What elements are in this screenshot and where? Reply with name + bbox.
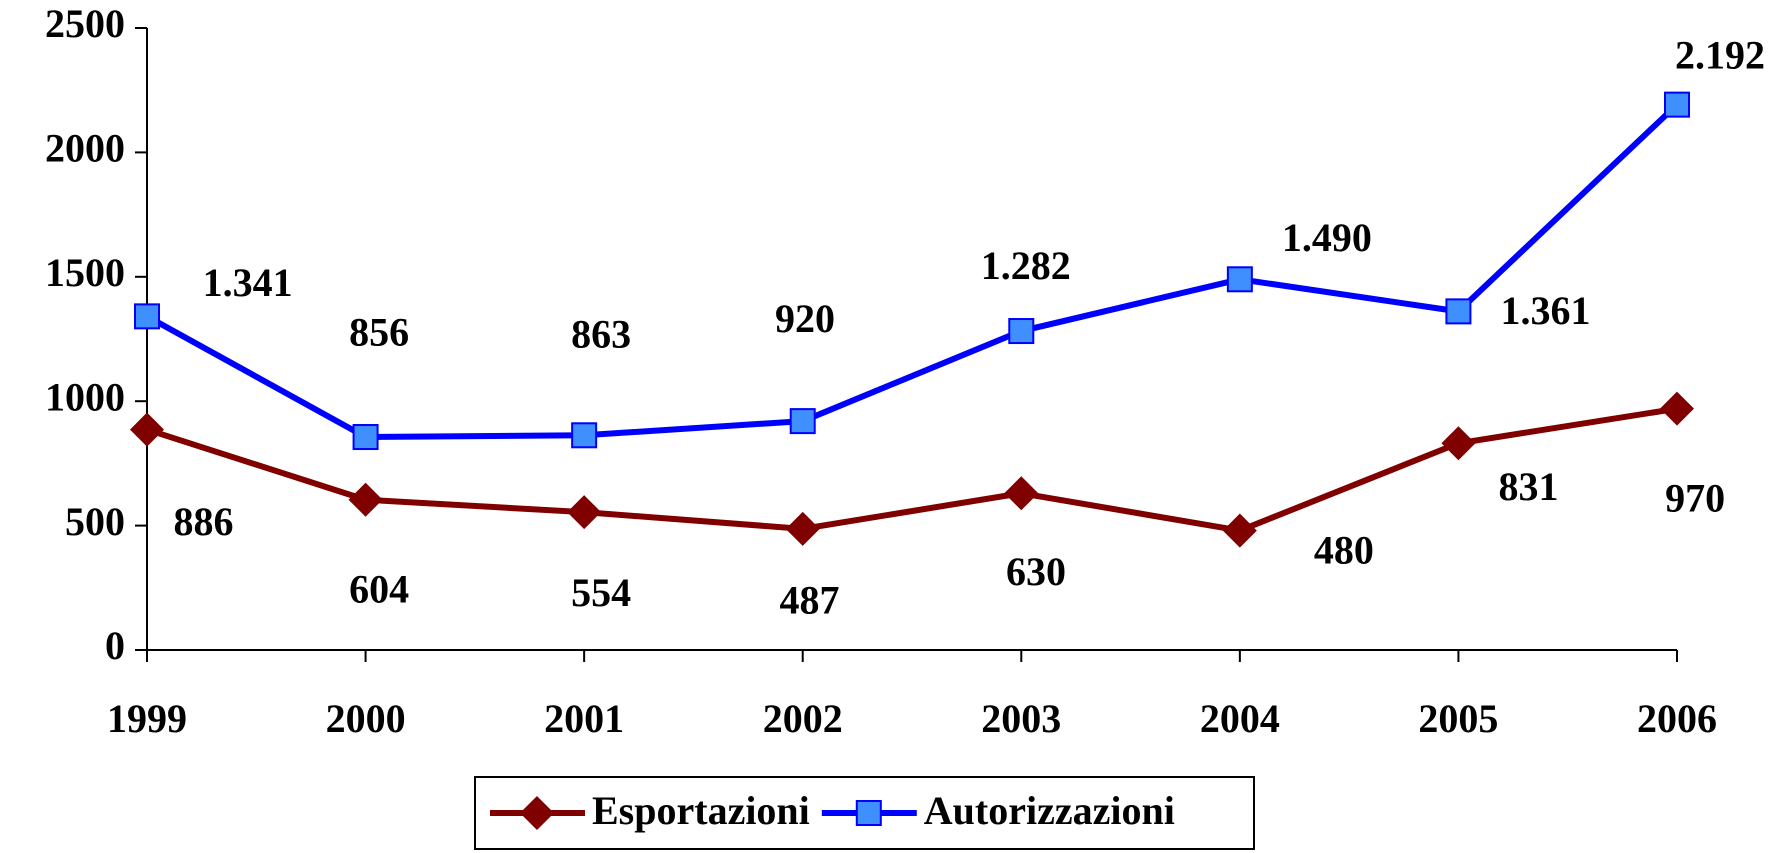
marker (567, 495, 602, 530)
marker (785, 511, 820, 546)
marker (1222, 513, 1257, 548)
y-tick-label: 1000 (45, 374, 125, 419)
marker (855, 800, 882, 826)
data-label: 2.192 (1675, 33, 1765, 78)
marker (1004, 476, 1039, 511)
data-label: 1.490 (1282, 215, 1372, 260)
y-tick-label: 2500 (45, 1, 125, 46)
marker (1664, 91, 1690, 118)
data-label: 831 (1498, 464, 1558, 509)
legend-label: Esportazioni (592, 788, 810, 833)
marker (571, 422, 598, 449)
data-label: 863 (571, 311, 631, 356)
marker (134, 303, 160, 330)
data-label: 630 (1006, 549, 1066, 594)
data-label: 970 (1665, 476, 1725, 521)
marker (1226, 266, 1253, 293)
marker (129, 412, 165, 447)
marker (519, 795, 555, 831)
x-tick-label: 2002 (763, 696, 843, 741)
data-label: 920 (775, 296, 835, 341)
marker (1441, 426, 1476, 461)
data-label: 604 (349, 567, 409, 612)
legend-label: Autorizzazioni (924, 788, 1175, 833)
data-label: 1.282 (981, 243, 1071, 288)
series-line (145, 102, 1680, 441)
y-tick-label: 500 (65, 499, 125, 544)
x-tick-label: 2000 (326, 696, 406, 741)
marker (1659, 391, 1695, 426)
x-tick-label: 2001 (544, 696, 624, 741)
data-label: 487 (779, 578, 839, 623)
data-label: 1.341 (203, 260, 293, 305)
marker (348, 482, 383, 517)
x-tick-label: 2003 (981, 696, 1061, 741)
marker (1008, 318, 1035, 345)
data-label: 856 (349, 310, 409, 355)
marker (352, 424, 379, 451)
data-label: 554 (571, 570, 631, 615)
x-tick-label: 2005 (1418, 696, 1498, 741)
x-tick-label: 2006 (1637, 696, 1717, 741)
marker (789, 408, 816, 435)
x-tick-label: 2004 (1200, 696, 1280, 741)
x-tick-label: 1999 (107, 696, 187, 741)
data-label: 1.361 (1500, 288, 1590, 333)
y-tick-label: 0 (105, 623, 125, 668)
data-label: 480 (1314, 527, 1374, 572)
series-line (146, 405, 1678, 534)
y-tick-label: 2000 (45, 126, 125, 171)
marker (1445, 298, 1472, 325)
data-label: 886 (174, 499, 234, 544)
y-tick-label: 1500 (45, 250, 125, 295)
